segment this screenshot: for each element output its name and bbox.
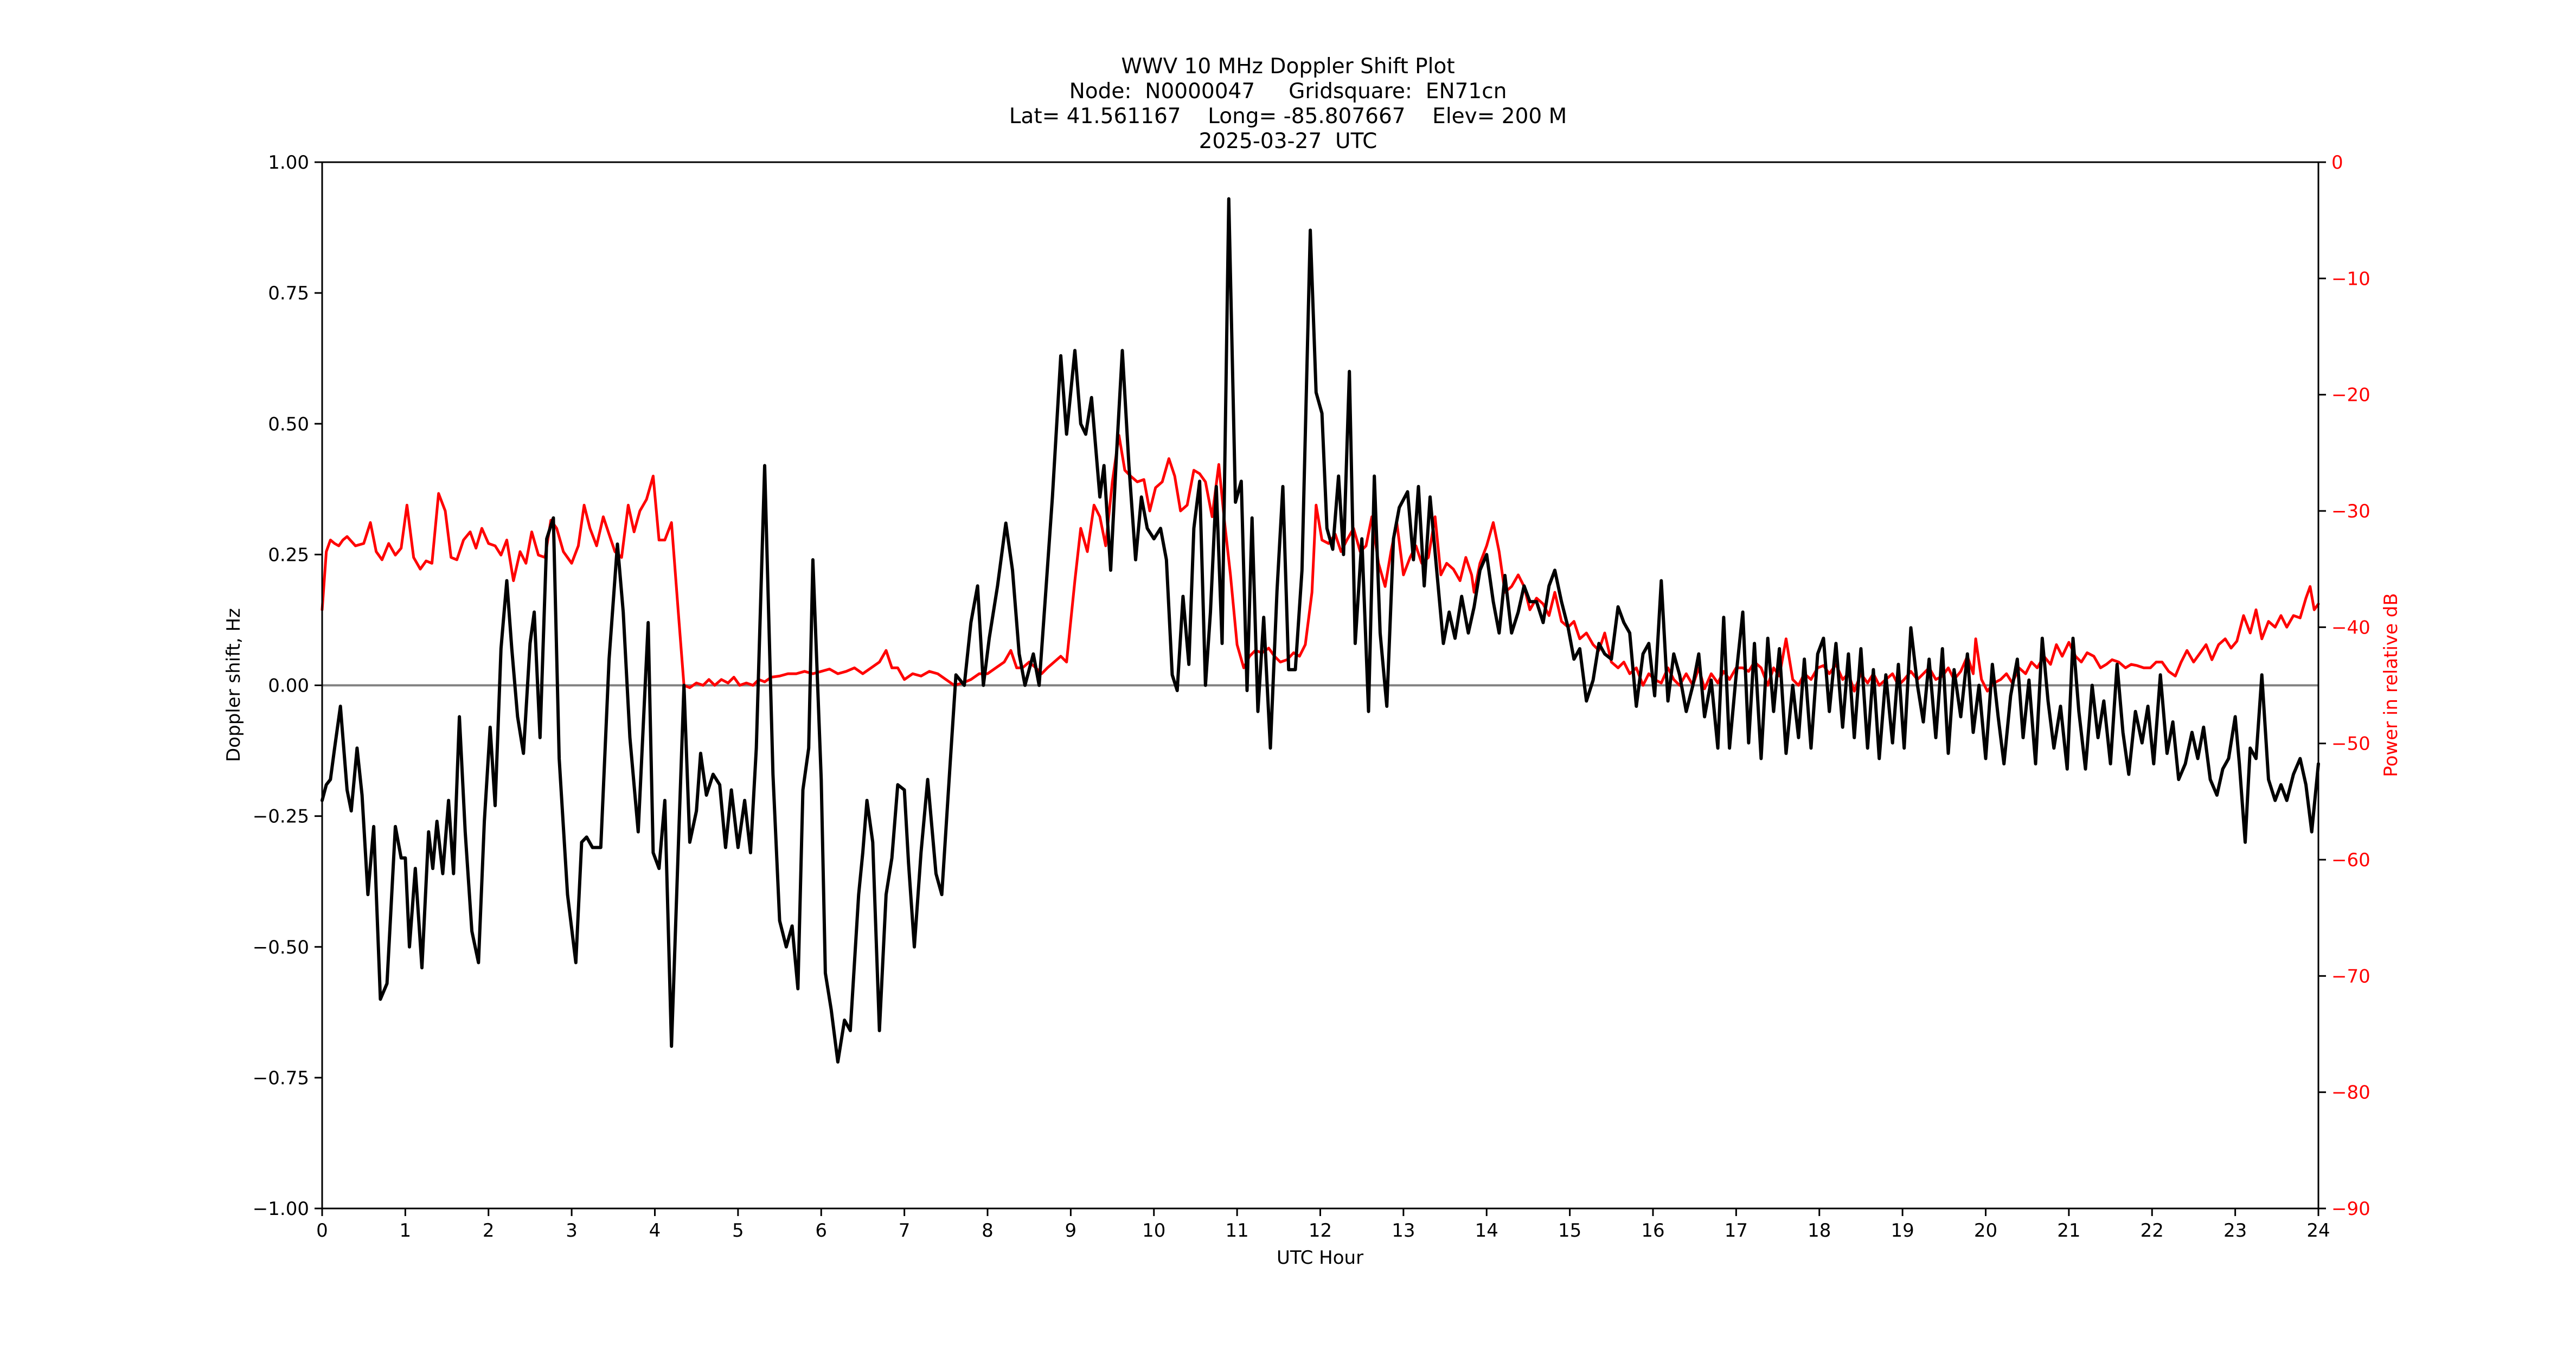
left-y-tick-label: 0.75 [268,283,309,304]
left-y-tick-label: −0.75 [253,1067,309,1089]
left-y-tick-label: 0.00 [268,675,309,697]
doppler-trace [321,197,2320,1064]
chart-title: WWV 10 MHz Doppler Shift Plot [1121,54,1455,79]
left-y-tick-label: 0.50 [268,413,309,435]
left-y-tick-label: 1.00 [268,152,309,174]
power-series-line [321,434,2320,693]
x-tick-label: 0 [316,1220,328,1242]
right-y-tick-label: −30 [2331,501,2370,522]
chart-subtitle-node: Node: N0000047 Gridsquare: EN71cn [1069,79,1507,104]
right-y-tick-label: −80 [2331,1082,2370,1104]
chart-title-block: WWV 10 MHz Doppler Shift Plot Node: N000… [0,54,2576,154]
x-tick-label: 8 [982,1220,994,1242]
x-tick-label: 19 [1891,1220,1914,1242]
x-tick-label: 1 [400,1220,412,1242]
right-y-tick-label: 0 [2331,152,2343,174]
left-y-tick-label: −0.25 [253,806,309,828]
x-tick-label: 6 [815,1220,827,1242]
x-tick-label: 7 [899,1220,911,1242]
x-tick-label: 11 [1225,1220,1248,1242]
right-y-tick-label: −90 [2331,1198,2370,1220]
right-y-tick-label: −60 [2331,849,2370,871]
right-y-tick-label: −70 [2331,965,2370,987]
x-tick-label: 14 [1475,1220,1498,1242]
x-tick-label: 16 [1641,1220,1664,1242]
chart-subtitle-location: Lat= 41.561167 Long= -85.807667 Elev= 20… [1009,104,1567,129]
chart-subtitle-date: 2025-03-27 UTC [1199,129,1377,153]
power-trace [321,434,2320,693]
x-tick-label: 17 [1725,1220,1748,1242]
right-y-tick-label: −40 [2331,617,2370,638]
left-y-axis-label: Doppler shift, Hz [223,608,245,762]
right-y-tick-label: −10 [2331,268,2370,290]
left-y-tick-label: 0.25 [268,544,309,566]
x-tick-label: 12 [1309,1220,1332,1242]
x-tick-label: 18 [1808,1220,1831,1242]
x-tick-label: 20 [1974,1220,1997,1242]
x-tick-label: 5 [732,1220,744,1242]
x-tick-label: 3 [566,1220,578,1242]
x-tick-label: 22 [2141,1220,2164,1242]
right-y-tick-label: −50 [2331,733,2370,755]
x-tick-label: 4 [649,1220,661,1242]
x-tick-label: 21 [2057,1220,2080,1242]
x-tick-label: 10 [1142,1220,1165,1242]
x-axis-ticks: 0 1 2 3 4 5 6 7 8 9 10 11 12 13 14 15 16 17 18 19 20 21 22 23 24 [316,1208,2330,1242]
x-tick-label: 15 [1558,1220,1581,1242]
x-tick-label: 2 [483,1220,495,1242]
left-y-tick-label: −0.50 [253,937,309,958]
x-tick-label: 24 [2306,1220,2330,1242]
x-axis-label: UTC Hour [1277,1247,1363,1269]
right-y-axis-ticks: 0 −10 −20 −30 −40 −50 −60 −70 −80 −90 [2318,152,2370,1220]
doppler-series-line [321,197,2320,1064]
right-y-tick-label: −20 [2331,385,2370,406]
x-tick-label: 23 [2223,1220,2247,1242]
left-y-tick-label: −1.00 [253,1198,309,1220]
x-tick-label: 13 [1392,1220,1415,1242]
x-tick-label: 9 [1065,1220,1077,1242]
right-y-axis-label: Power in relative dB [2380,593,2402,777]
left-y-axis-ticks: 1.00 0.75 0.50 0.25 0.00 −0.25 −0.50 −0.75 −1.00 [253,152,322,1220]
